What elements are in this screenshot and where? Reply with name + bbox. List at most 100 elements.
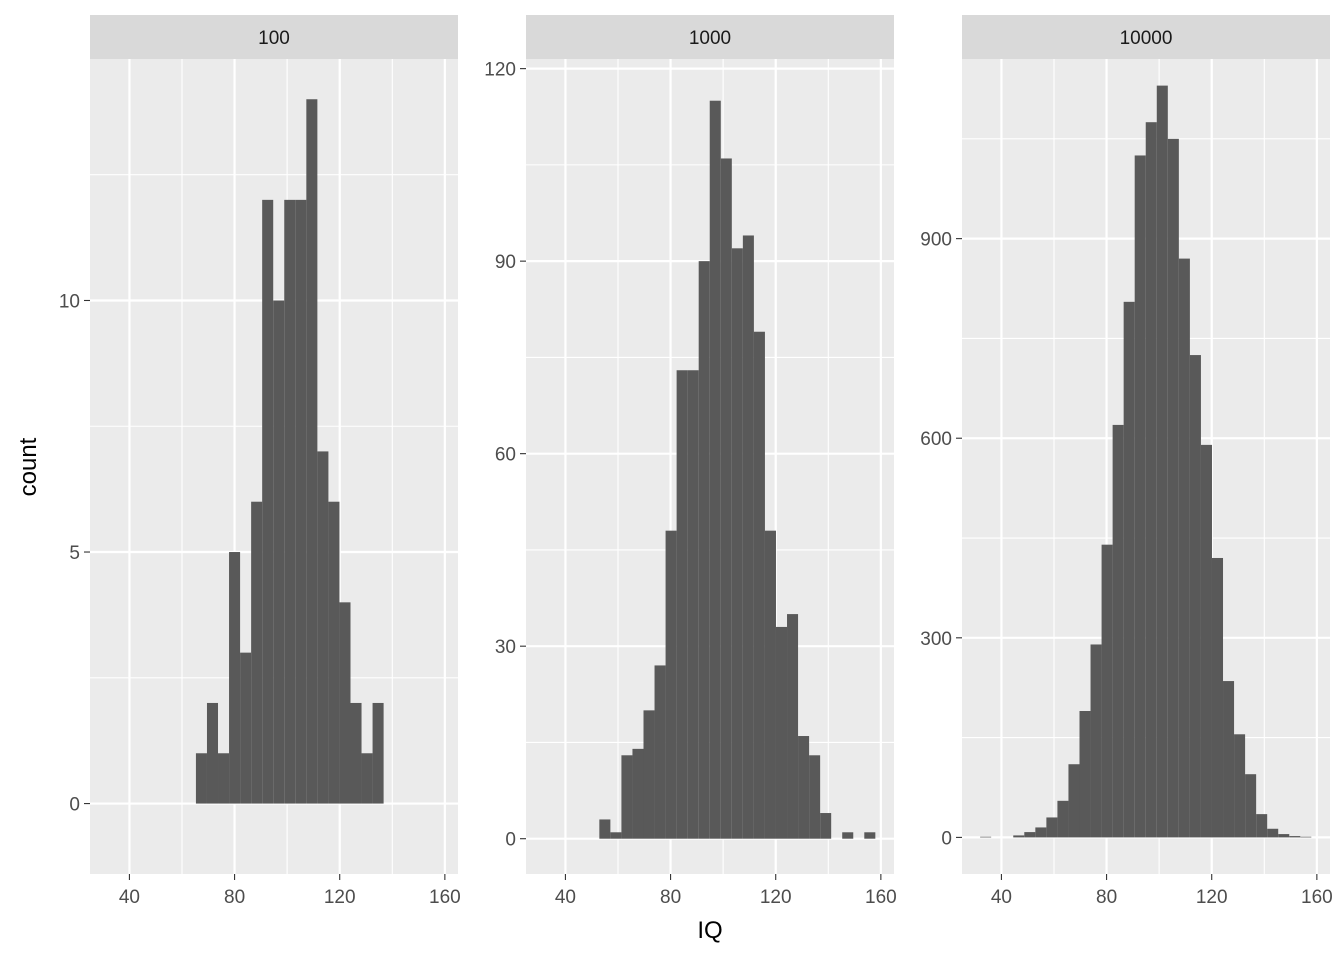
y-tick-label: 120 — [484, 60, 516, 81]
histogram-bar — [1123, 301, 1135, 838]
histogram-bar — [1035, 827, 1047, 838]
histogram-bar — [599, 819, 611, 839]
histogram-bar — [1068, 764, 1080, 838]
histogram-bar — [218, 753, 230, 804]
histogram-bar — [687, 370, 699, 839]
x-axis-title: IQ — [697, 917, 722, 944]
y-tick-label: 0 — [69, 795, 80, 816]
histogram-bar — [1101, 544, 1113, 838]
facet-1000: 1000 0 30 60 90 120 40 80 120 160 — [484, 15, 897, 908]
histogram-bar — [306, 99, 318, 804]
y-tick-label: 10 — [59, 291, 80, 312]
facet-strip — [526, 15, 894, 59]
x-tick-label: 40 — [555, 887, 576, 908]
facet-strip-label: 100 — [258, 28, 290, 49]
histogram-bar — [262, 199, 274, 804]
histogram-bar — [1289, 836, 1301, 838]
histogram-bar — [820, 813, 832, 839]
histogram-bar — [764, 530, 776, 839]
histogram-bar — [1234, 734, 1246, 838]
histogram-bar — [1178, 258, 1190, 838]
histogram-bar — [1145, 122, 1157, 838]
histogram-bar — [372, 702, 384, 804]
histogram-bar — [284, 199, 296, 804]
histogram-bar — [1024, 832, 1036, 838]
histogram-bar — [295, 199, 307, 804]
histogram-bar — [1112, 424, 1124, 838]
y-tick-label: 0 — [941, 828, 952, 849]
histogram-bar — [643, 710, 655, 839]
histogram-bar — [317, 451, 329, 804]
facet-10000: 10000 0 300 600 900 40 80 120 160 — [920, 15, 1333, 908]
histogram-bar — [709, 100, 721, 839]
x-tick-label: 120 — [324, 887, 356, 908]
histogram-bar — [787, 614, 799, 839]
histogram-bar — [1079, 711, 1091, 838]
histogram-bar — [251, 501, 263, 804]
y-tick-label: 0 — [505, 830, 516, 851]
histogram-bar — [1256, 814, 1268, 838]
histogram-bar — [809, 755, 821, 839]
y-axis-title: count — [15, 437, 42, 496]
y-tick-label: 5 — [69, 543, 80, 564]
x-tick-label: 80 — [1096, 887, 1117, 908]
histogram-bar — [798, 736, 810, 839]
histogram-bar — [610, 832, 622, 839]
histogram-bar — [206, 702, 219, 804]
histogram-bar — [842, 832, 854, 839]
y-tick-label: 600 — [920, 429, 952, 450]
x-tick-label: 160 — [1301, 887, 1333, 908]
histogram-bar — [1300, 836, 1312, 838]
x-tick-label: 160 — [865, 887, 897, 908]
x-tick-label: 80 — [224, 887, 245, 908]
histogram-bar — [775, 626, 788, 839]
histogram-bar — [1090, 644, 1102, 838]
histogram-bar — [698, 261, 710, 839]
histogram-bar — [328, 501, 340, 804]
histogram-bar — [753, 331, 765, 839]
histogram-bar — [1046, 817, 1058, 838]
histogram-bar — [273, 300, 285, 804]
facet-strip — [962, 15, 1330, 59]
histogram-bar — [1057, 800, 1069, 838]
y-tick-label: 60 — [495, 445, 516, 466]
histogram-bar — [1211, 557, 1224, 838]
histogram-bar — [1223, 681, 1235, 838]
histogram-bar — [1200, 444, 1212, 838]
histogram-bar — [676, 370, 688, 839]
histogram-bar — [229, 552, 241, 804]
y-tick-label: 90 — [495, 252, 516, 273]
x-tick-label: 120 — [1196, 887, 1228, 908]
facet-100: 100 0 5 10 40 80 120 160 — [59, 15, 461, 908]
histogram-bar — [621, 755, 633, 839]
histogram-bar — [1167, 138, 1179, 838]
histogram-bar — [240, 652, 252, 804]
y-tick-label: 30 — [495, 637, 516, 658]
x-tick-label: 40 — [119, 887, 140, 908]
facet-strip — [90, 15, 458, 59]
facet-strip-label: 1000 — [689, 28, 731, 49]
x-tick-label: 160 — [429, 887, 461, 908]
y-tick-label: 300 — [920, 629, 952, 650]
histogram-bar — [1134, 155, 1146, 838]
x-tick-label: 40 — [991, 887, 1012, 908]
histogram-bar — [665, 530, 677, 839]
histogram-bar — [361, 753, 373, 804]
histogram-bar — [1267, 828, 1279, 838]
histogram-bar — [195, 753, 207, 804]
histogram-bar — [731, 248, 743, 839]
x-tick-label: 80 — [660, 887, 681, 908]
histogram-bar — [864, 832, 876, 839]
histogram-bar — [1156, 85, 1168, 838]
x-tick-label: 120 — [760, 887, 792, 908]
y-tick-label: 900 — [920, 230, 952, 251]
facet-strip-label: 10000 — [1120, 28, 1173, 49]
histogram-bar — [1278, 834, 1290, 838]
histogram-bar — [654, 665, 666, 839]
histogram-bar — [1245, 774, 1257, 838]
histogram-bar — [1013, 835, 1025, 838]
histogram-bar — [632, 748, 644, 839]
histogram-bar — [742, 235, 754, 839]
